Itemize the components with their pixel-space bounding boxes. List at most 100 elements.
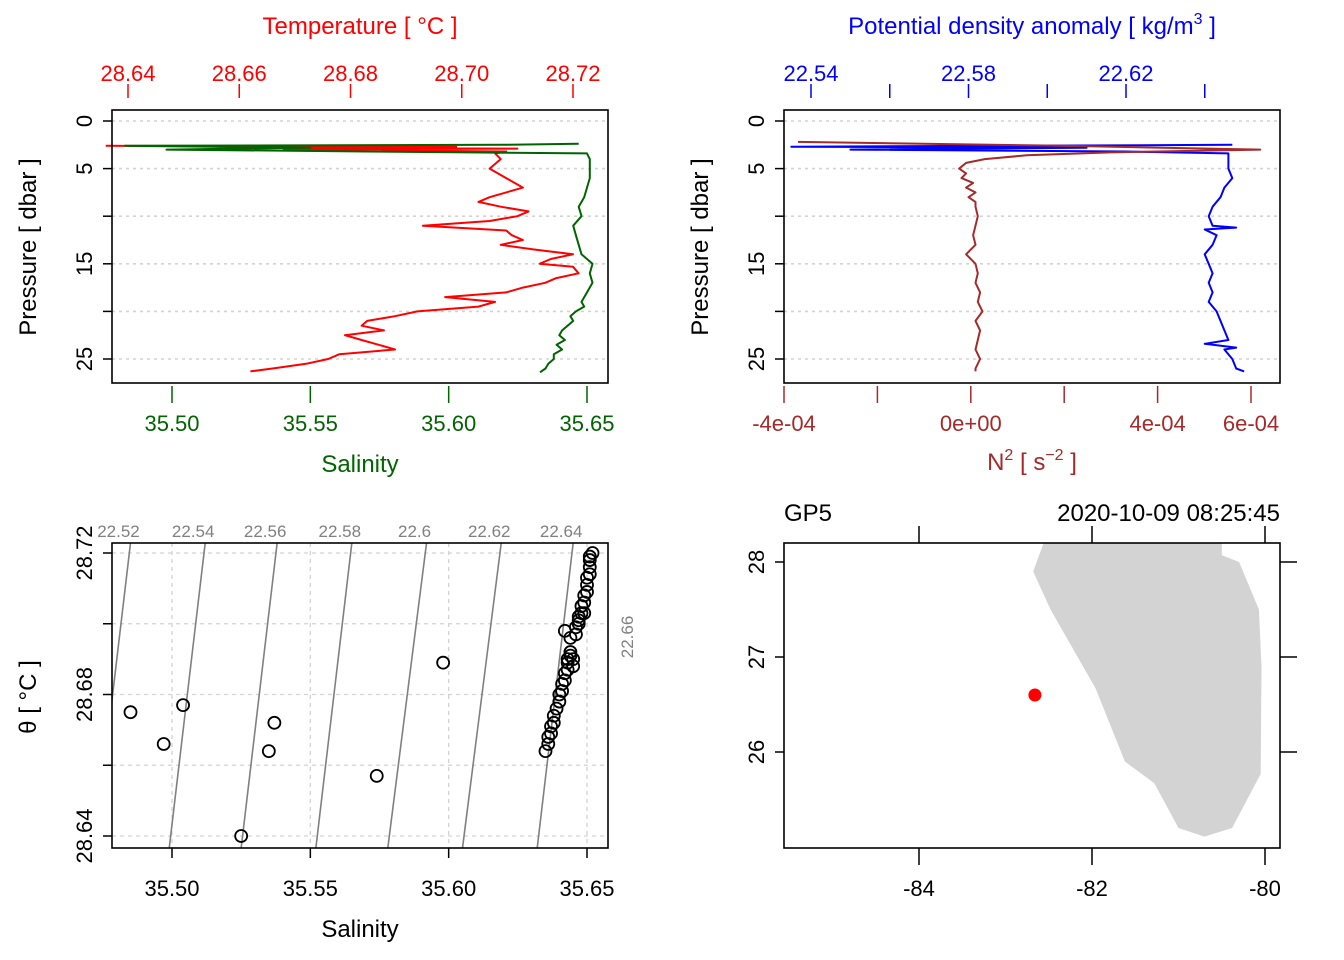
- ts-point: [582, 560, 597, 575]
- ts-point: [582, 553, 597, 567]
- ts-point: [436, 655, 451, 670]
- n2-label-mid: [ s: [1013, 449, 1045, 476]
- bottom-axis-tick-label: 35.55: [283, 411, 338, 436]
- isopycnal-line: [612, 543, 648, 848]
- pressure-tick-label: 0: [744, 115, 769, 127]
- ts-point: [234, 829, 249, 843]
- n2-label-superscript-2: −2: [1045, 447, 1063, 464]
- theta-tick-label: 28.64: [72, 808, 97, 863]
- plot-frame: [111, 109, 609, 384]
- ts-point: [549, 701, 564, 716]
- longitude-tick-label: -84: [903, 876, 935, 901]
- plot-frame: [111, 542, 609, 849]
- panel-station-map: -84 -82 -80 26 27 28 GP5 2020-10-09 08:25:45: [744, 500, 1297, 901]
- series-line-n2: [797, 140, 1262, 372]
- density-axis-label: Potential density anomaly [ kg/m3 ]: [848, 11, 1216, 40]
- latitude-tick-label: 26: [744, 740, 769, 764]
- pressure-tick-label: 5: [744, 162, 769, 174]
- profile-series: [790, 140, 1262, 373]
- bottom-axis-tick-label: 0e+00: [940, 411, 1002, 436]
- temperature-axis-label: Temperature [ °C ]: [263, 13, 458, 40]
- ts-point: [261, 744, 276, 758]
- density-axis: 22.54 22.58 22.62: [783, 61, 1206, 98]
- series-line-potential-density-anomaly: [790, 143, 1245, 373]
- isopycnal-lines: [112, 543, 648, 848]
- top-axis-tick-label: 22.54: [783, 61, 838, 86]
- salinity-tick-label: 35.50: [144, 876, 199, 901]
- ts-point: [123, 705, 138, 720]
- pressure-tick-label: 5: [72, 162, 97, 174]
- isopycnal-label: 22.52: [97, 522, 140, 541]
- isopycnal-line: [387, 543, 428, 848]
- ts-point: [580, 585, 594, 599]
- isopycnal-label: 22.6: [398, 522, 431, 541]
- isopycnal-label: 22.58: [319, 522, 362, 541]
- pressure-tick-label: 25: [744, 347, 769, 371]
- bottom-axis-tick-label: 4e-04: [1129, 411, 1185, 436]
- ts-point: [582, 549, 597, 564]
- theta-tick-label: 28.72: [72, 525, 97, 580]
- isopycnal-line: [168, 543, 206, 848]
- ts-gridlines: [112, 543, 608, 848]
- ts-point: [577, 606, 592, 621]
- salinity-axis-label: Salinity: [321, 451, 398, 478]
- bottom-axis-tick-label: 35.50: [144, 411, 199, 436]
- salinity-tick-label: 35.60: [421, 876, 476, 901]
- ts-point: [566, 652, 581, 667]
- top-axis-tick-label: 28.72: [545, 61, 600, 86]
- salinity-axis: 35.50 35.55 35.60 35.65: [144, 848, 615, 901]
- top-axis-tick-label: 28.70: [434, 61, 489, 86]
- temperature-axis: 28.64 28.66 28.68 28.70 28.72: [100, 61, 601, 98]
- isopycnal-label: 22.56: [244, 522, 287, 541]
- salinity-axis: 35.50 35.55 35.60 35.65: [144, 386, 615, 436]
- coastline: [1033, 543, 1262, 837]
- panel-density-n2-profile: 0 5 15 25 22.54 22.58 22.62 -4e-04 0e+00 4e-04 6…: [687, 11, 1281, 476]
- pressure-tick-label: 15: [72, 252, 97, 276]
- ts-point: [176, 698, 190, 713]
- latitude-tick-label: 28: [744, 550, 769, 574]
- longitude-tick-label: -80: [1249, 876, 1281, 901]
- isopycnal-line: [461, 543, 503, 848]
- bottom-axis-tick-label: 6e-04: [1223, 411, 1279, 436]
- pressure-tick-label: 15: [744, 252, 769, 276]
- theta-axis-label: θ [ °C ]: [15, 660, 42, 734]
- salinity-tick-label: 35.55: [283, 876, 338, 901]
- series-line-salinity: [124, 142, 594, 374]
- station-point: [1028, 688, 1042, 702]
- pressure-axis: 0 5 15 25: [744, 115, 784, 371]
- ts-point: [563, 645, 578, 659]
- plot-frame: [783, 109, 1281, 384]
- latitude-tick-label: 27: [744, 645, 769, 669]
- ts-point: [582, 567, 597, 582]
- ts-point: [369, 768, 384, 783]
- n2-label-main: N: [987, 449, 1004, 476]
- top-axis-tick-label: 28.66: [212, 61, 267, 86]
- ts-point: [267, 715, 282, 730]
- salinity-axis-label: Salinity: [321, 916, 398, 943]
- station-timestamp: 2020-10-09 08:25:45: [1057, 500, 1280, 527]
- station-marker: [1028, 688, 1042, 702]
- isopycnal-line: [536, 543, 574, 848]
- profile-series: [105, 142, 594, 374]
- top-axis-tick-label: 22.62: [1098, 61, 1153, 86]
- theta-axis: 28.64 28.68 28.72: [72, 525, 112, 864]
- pressure-tick-label: 25: [72, 347, 97, 371]
- ts-point: [585, 546, 600, 560]
- isopycnal-label: 22.54: [172, 522, 215, 541]
- pressure-tick-label: 0: [72, 115, 97, 127]
- pressure-axis-label: Pressure [ dbar ]: [15, 158, 42, 335]
- isopycnal-labels: 22.52 22.54 22.56 22.58 22.6 22.62 22.64 22.66: [97, 522, 637, 658]
- pressure-axis-label: Pressure [ dbar ]: [687, 158, 714, 335]
- ts-point: [538, 744, 553, 758]
- land-polygon: [1033, 543, 1262, 837]
- bottom-axis-tick-label: 35.60: [421, 411, 476, 436]
- top-axis-tick-label: 22.58: [941, 61, 996, 86]
- pressure-gridlines: [784, 120, 1280, 360]
- ts-point: [546, 715, 561, 730]
- ts-point: [566, 659, 581, 674]
- ts-points: [123, 546, 600, 843]
- isopycnal-label: 22.62: [468, 522, 511, 541]
- series-line-temperature: [105, 144, 580, 373]
